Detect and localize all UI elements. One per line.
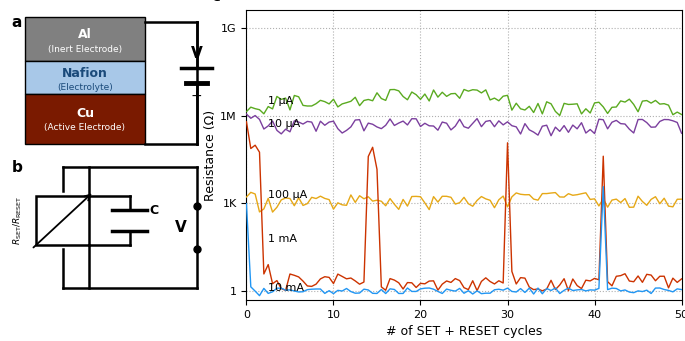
X-axis label: # of SET + RESET cycles: # of SET + RESET cycles <box>386 325 542 338</box>
Text: C: C <box>149 204 159 217</box>
Text: Cu: Cu <box>76 107 94 120</box>
Text: 1 mA: 1 mA <box>269 234 297 243</box>
Text: +: + <box>190 89 202 103</box>
Text: b: b <box>12 160 22 175</box>
Text: V: V <box>175 220 187 235</box>
Y-axis label: Resistance (Ω): Resistance (Ω) <box>204 109 217 201</box>
Text: 10 μA: 10 μA <box>269 119 301 129</box>
Bar <box>25 61 145 94</box>
Bar <box>25 94 145 144</box>
Bar <box>25 17 145 61</box>
Text: (Inert Electrode): (Inert Electrode) <box>48 45 122 54</box>
Text: V: V <box>190 46 202 61</box>
Text: (Active Electrode): (Active Electrode) <box>45 123 125 132</box>
Text: c: c <box>212 0 221 4</box>
Text: Nafion: Nafion <box>62 67 108 80</box>
Text: $R_\mathrm{SET}/R_\mathrm{RESET}$: $R_\mathrm{SET}/R_\mathrm{RESET}$ <box>12 195 24 245</box>
Text: a: a <box>12 15 22 30</box>
Text: (Electrolyte): (Electrolyte) <box>57 83 113 91</box>
Text: 100 μA: 100 μA <box>269 190 308 200</box>
Text: Al: Al <box>78 28 92 41</box>
Text: 1 μA: 1 μA <box>269 96 293 106</box>
Bar <box>36 196 90 245</box>
Text: 10 mA: 10 mA <box>269 283 304 293</box>
